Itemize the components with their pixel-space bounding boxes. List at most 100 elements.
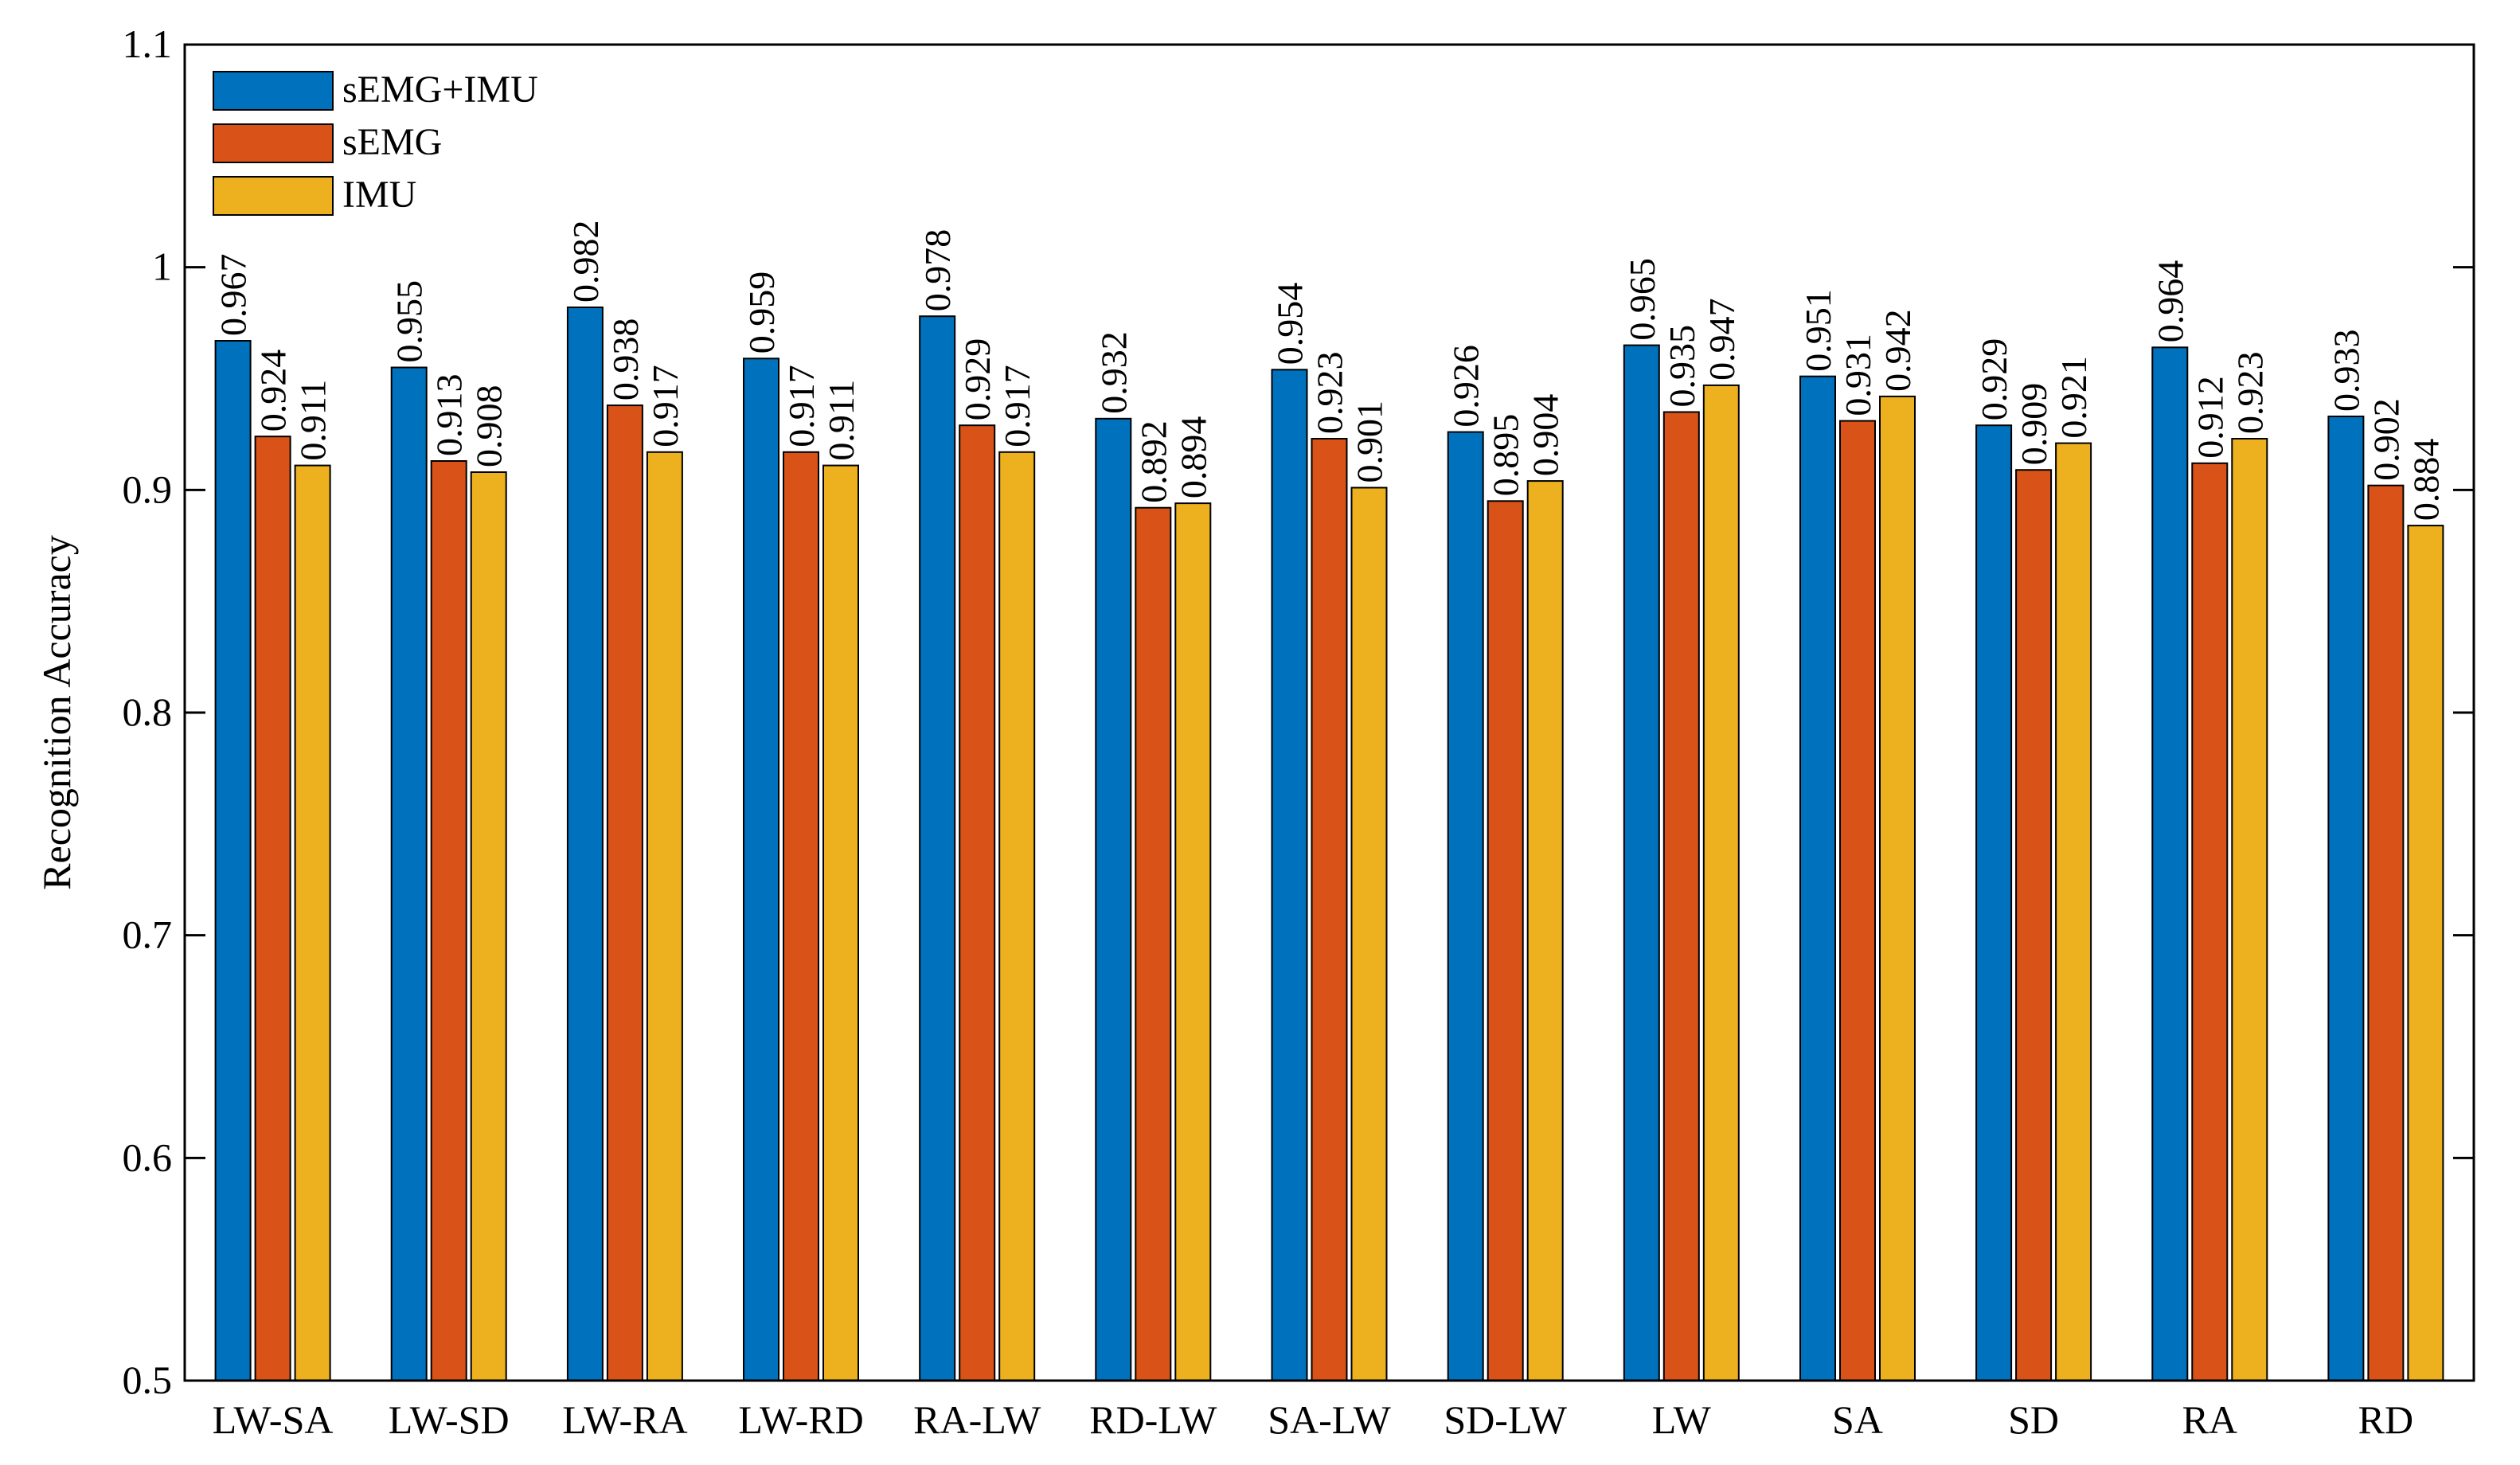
bar-lw-ra-semg-imu (566, 307, 604, 1381)
data-label: 0.924 (253, 350, 294, 432)
bar-lw-ra-imu (646, 451, 683, 1381)
bar-sa-lw-semg-imu (1271, 369, 1308, 1381)
bar-ra-imu (2231, 438, 2268, 1381)
bars-layer (214, 307, 2444, 1382)
bar-rd-lw-semg-imu (1095, 417, 1132, 1381)
data-label: 0.967 (213, 254, 254, 337)
bar-lw-rd-semg (783, 451, 819, 1381)
data-label: 0.929 (1974, 338, 2014, 421)
data-label: 0.923 (1310, 352, 1350, 435)
bar-lw-ra-semg (606, 404, 643, 1382)
y-tick-label: 0.8 (123, 690, 173, 734)
data-label: 0.959 (741, 272, 782, 354)
data-label: 0.978 (917, 229, 958, 312)
bar-lw-sa-semg-imu (214, 340, 252, 1381)
data-label: 0.917 (645, 365, 686, 447)
data-label: 0.902 (2366, 398, 2406, 481)
data-label: 0.911 (821, 380, 861, 461)
data-label: 0.912 (2190, 376, 2230, 459)
bar-sd-lw-imu (1526, 480, 1564, 1381)
bar-sa-lw-imu (1350, 486, 1388, 1381)
bar-sd-lw-semg-imu (1447, 431, 1484, 1381)
bar-sa-lw-semg (1311, 438, 1348, 1381)
legend: sEMG+IMU sEMG IMU (213, 68, 538, 216)
bar-rd-lw-semg (1135, 506, 1172, 1382)
x-tick-label: RA-LW (913, 1397, 1041, 1442)
bar-lw-sa-imu (294, 464, 331, 1381)
legend-swatch (213, 123, 334, 163)
x-tick-label: LW (1652, 1397, 1712, 1442)
data-label: 0.954 (1270, 283, 1311, 365)
x-tick-label: RA (2182, 1397, 2237, 1442)
data-label: 0.911 (293, 380, 334, 461)
x-tick-label: SA-LW (1268, 1397, 1391, 1442)
bar-sa-semg (1839, 420, 1876, 1381)
data-label: 0.982 (565, 221, 606, 303)
bar-lw-imu (1702, 384, 1740, 1381)
legend-label: IMU (342, 174, 416, 216)
x-tick-label: RD (2358, 1397, 2413, 1442)
data-label: 0.923 (2229, 352, 2270, 435)
data-label: 0.909 (2014, 383, 2054, 466)
legend-label: sEMG (342, 121, 442, 163)
data-label: 0.942 (1877, 309, 1918, 392)
data-label: 0.947 (1701, 298, 1742, 381)
legend-swatch (213, 71, 334, 111)
bar-sa-semg-imu (1799, 375, 1836, 1382)
bar-rd-lw-imu (1174, 502, 1212, 1381)
bar-lw-sd-semg-imu (390, 366, 428, 1381)
y-tick-label: 0.7 (123, 912, 173, 957)
bar-ra-lw-semg (959, 424, 996, 1382)
y-axis-ticks: 0.5 0.6 0.7 0.8 0.9 1 1.1 (123, 21, 2474, 1402)
bar-lw-rd-imu (822, 464, 859, 1381)
bar-sd-semg-imu (1975, 424, 2013, 1382)
y-axis-title: Recognition Accuracy (34, 535, 79, 890)
y-tick-label: 1.1 (123, 21, 173, 66)
data-label: 0.955 (389, 280, 430, 363)
bar-lw-rd-semg-imu (743, 357, 779, 1381)
y-tick-label: 0.9 (123, 467, 173, 511)
x-tick-label: SA (1832, 1397, 1883, 1442)
x-tick-label: SD (2008, 1397, 2059, 1442)
bar-ra-lw-semg-imu (919, 315, 956, 1382)
data-label: 0.931 (1838, 334, 1878, 416)
data-label: 0.913 (429, 374, 470, 457)
data-label: 0.926 (1446, 345, 1487, 428)
x-tick-label: LW-RA (562, 1397, 687, 1442)
data-label: 0.964 (2150, 260, 2190, 343)
data-label: 0.935 (1662, 325, 1702, 408)
y-tick-label: 0.6 (123, 1135, 173, 1179)
bar-ra-lw-imu (998, 451, 1036, 1381)
x-tick-label: LW-RD (738, 1397, 863, 1442)
bar-rd-semg-imu (2327, 416, 2365, 1381)
data-label: 0.965 (1622, 258, 1662, 341)
data-label: 0.929 (957, 338, 998, 421)
bar-lw-sa-semg (254, 436, 291, 1382)
data-label: 0.908 (469, 385, 510, 468)
x-tick-label: SD-LW (1444, 1397, 1567, 1442)
bar-sd-imu (2055, 442, 2092, 1381)
bar-ra-semg-imu (2151, 346, 2189, 1381)
bar-rd-imu (2407, 525, 2444, 1381)
bar-sa-imu (1879, 395, 1916, 1381)
bar-ra-semg (2191, 462, 2229, 1381)
bar-lw-sd-imu (470, 471, 507, 1381)
data-label: 0.938 (605, 318, 646, 401)
bar-sd-semg (2015, 469, 2053, 1382)
y-tick-label: 0.5 (123, 1358, 173, 1402)
data-label: 0.894 (1173, 416, 1213, 499)
data-label: 0.951 (1798, 289, 1838, 372)
data-label: 0.892 (1133, 420, 1174, 503)
x-axis-category-labels: LW-SA LW-SD LW-RA LW-RD RA-LW RD-LW SA-LW SD-LW… (213, 1397, 2413, 1442)
data-label: 0.904 (1526, 394, 1566, 477)
data-label: 0.933 (2326, 330, 2366, 412)
bar-lw-sd-semg (430, 460, 467, 1381)
x-tick-label: RD-LW (1089, 1397, 1217, 1442)
bar-sd-lw-semg (1487, 500, 1524, 1381)
data-label: 0.895 (1486, 414, 1526, 497)
data-label: 0.901 (1350, 400, 1390, 483)
data-label: 0.932 (1093, 331, 1134, 414)
bar-lw-semg (1662, 411, 1700, 1381)
